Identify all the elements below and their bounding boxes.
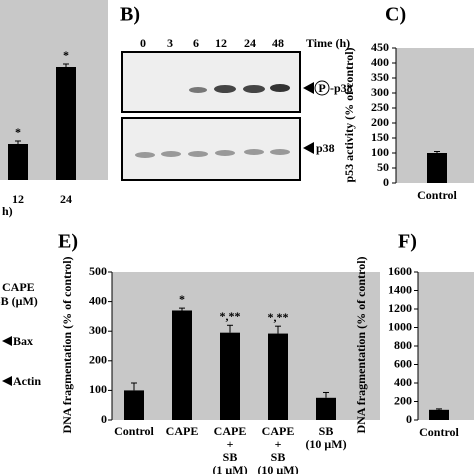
y-axis-label: p53 activity (% of control) — [342, 47, 356, 182]
time-label: 0 — [140, 36, 146, 50]
blot-panel: B) Time (h) P -p38 p38 — [120, 4, 353, 181]
arrow — [2, 376, 12, 386]
y-tick-label: 400 — [89, 293, 107, 307]
y-tick-label: 400 — [371, 55, 389, 69]
x-tick-label: + — [227, 437, 234, 451]
y-tick-label: 0 — [406, 412, 412, 426]
x-tick-label: (1 μM) — [212, 463, 247, 474]
blot-frame — [121, 117, 301, 181]
y-tick-label: 0 — [101, 412, 107, 426]
x-tick-label: (10 μM) — [305, 437, 346, 451]
bar — [172, 310, 192, 420]
y-tick-label: 1000 — [388, 319, 412, 333]
y-axis-label: DNA fragmentation (% of control) — [60, 256, 74, 433]
total-label: p38 — [316, 141, 335, 155]
panel-label: B) — [120, 4, 140, 26]
x-axis-label: h) — [2, 204, 13, 218]
y-tick-label: 600 — [394, 356, 412, 370]
y-axis-label: DNA fragmentation (% of control) — [354, 256, 368, 433]
sb-label: SB (μM) — [0, 294, 38, 308]
bar — [8, 144, 28, 180]
x-tick-label: CAPE — [214, 424, 247, 438]
arrow — [303, 82, 314, 94]
bar — [220, 332, 240, 420]
phospho-label: -p38 — [330, 81, 353, 95]
arrow — [303, 142, 314, 154]
panel-label: E) — [58, 231, 78, 253]
annotation: * — [179, 292, 185, 306]
y-tick-label: 300 — [371, 85, 389, 99]
arrow — [2, 336, 12, 346]
y-tick-label: 1200 — [388, 301, 412, 315]
panel-label: F) — [398, 231, 417, 253]
x-tick-label: 24 — [60, 192, 72, 206]
bar — [268, 333, 288, 420]
bar — [427, 153, 447, 183]
time-label: 3 — [167, 36, 173, 50]
time-label: 24 — [244, 36, 256, 50]
x-tick-label: (10 μM) — [257, 463, 298, 474]
bar — [124, 390, 144, 420]
y-tick-label: 1400 — [388, 282, 412, 296]
x-tick-label: CAPE — [166, 424, 199, 438]
y-tick-label: 50 — [377, 160, 389, 174]
time-unit: Time (h) — [306, 36, 350, 50]
annotation: *,** — [220, 309, 241, 323]
plot-area — [112, 272, 380, 420]
y-tick-label: 100 — [371, 145, 389, 159]
x-tick-label: SB — [223, 450, 238, 464]
y-tick-label: 1600 — [388, 264, 412, 278]
x-tick-label: SB — [319, 424, 334, 438]
y-tick-label: 100 — [89, 382, 107, 396]
bax-label: Bax — [13, 334, 33, 348]
x-tick-label: Control — [419, 425, 459, 439]
blot-frame — [121, 51, 301, 113]
y-tick-label: 500 — [89, 264, 107, 278]
y-tick-label: 150 — [371, 130, 389, 144]
y-tick-label: 200 — [394, 393, 412, 407]
bar — [56, 67, 76, 180]
x-tick-label: CAPE — [262, 424, 295, 438]
panel-label: C) — [385, 4, 406, 26]
x-tick-label: Control — [417, 188, 457, 202]
time-label: 48 — [272, 36, 284, 50]
p38: p38 — [334, 81, 353, 95]
y-tick-label: 200 — [89, 353, 107, 367]
phospho-circle — [314, 80, 330, 96]
annotation: * — [15, 125, 21, 139]
time-label: 6 — [193, 36, 199, 50]
x-tick-label: 12 — [12, 192, 24, 206]
y-tick-label: 450 — [371, 40, 389, 54]
x-tick-label: SB — [271, 450, 286, 464]
x-tick-label: + — [275, 437, 282, 451]
cape-label: CAPE — [2, 280, 35, 294]
y-tick-label: 400 — [394, 375, 412, 389]
y-tick-label: 300 — [89, 323, 107, 337]
bar — [429, 409, 449, 420]
actin-label: Actin — [13, 374, 41, 388]
y-tick-label: 200 — [371, 115, 389, 129]
y-tick-label: 350 — [371, 70, 389, 84]
annotation: *,** — [268, 310, 289, 324]
phospho-mark: P — [318, 81, 325, 95]
y-tick-label: 0 — [383, 175, 389, 189]
plot-area — [418, 272, 474, 420]
bands — [135, 84, 290, 158]
x-tick-label: Control — [114, 424, 154, 438]
left-labels: CAPE SB (μM) Bax Actin — [0, 280, 41, 388]
y-tick-label: 800 — [394, 338, 412, 352]
bar — [316, 397, 336, 420]
time-label: 12 — [215, 36, 227, 50]
annotation: * — [63, 48, 69, 62]
y-tick-label: 250 — [371, 100, 389, 114]
